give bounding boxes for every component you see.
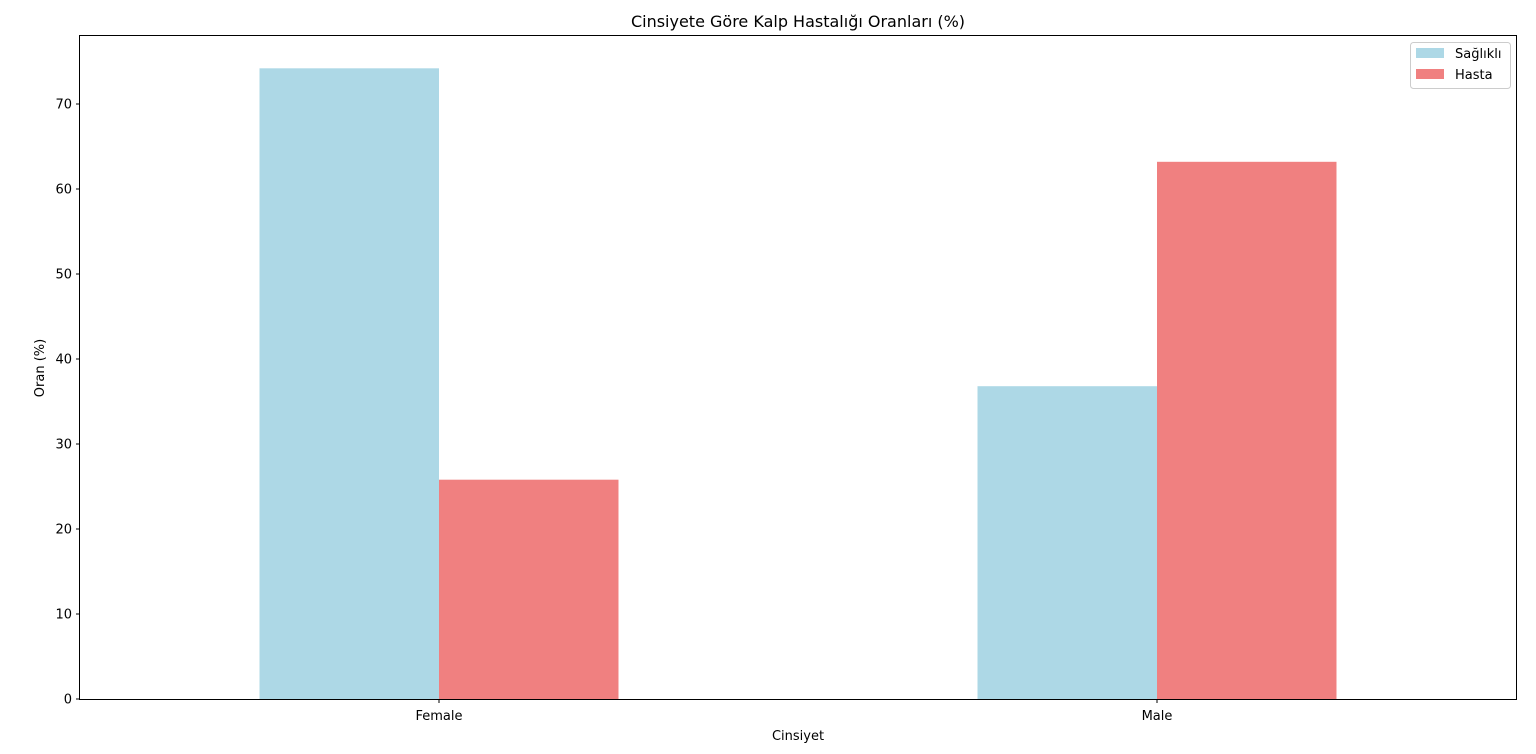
bar-female-hasta: [439, 479, 619, 699]
y-tick-label: 0: [64, 693, 72, 708]
y-tick-label: 70: [55, 98, 72, 113]
x-tick-label: Female: [415, 709, 462, 724]
bar-male-saglikli: [977, 386, 1157, 699]
legend-swatch: [1416, 48, 1444, 58]
y-tick-label: 40: [55, 353, 72, 368]
y-tick-label: 50: [55, 268, 72, 283]
legend: Sağlıklı Hasta: [1410, 42, 1511, 89]
y-tick-label: 30: [55, 438, 72, 453]
y-axis-label: Oran (%): [33, 339, 48, 397]
y-tick-label: 60: [55, 183, 72, 198]
plot-frame: [79, 35, 1517, 700]
x-axis-ticks: Female Male: [415, 699, 1172, 724]
legend-label: Hasta: [1455, 68, 1493, 83]
legend-label: Sağlıklı: [1455, 47, 1501, 62]
x-axis-label: Cinsiyet: [772, 729, 824, 744]
legend-swatch: [1416, 69, 1444, 79]
y-axis-ticks: 0 10 20 30 40 50 60 70: [55, 98, 80, 708]
x-tick-label: Male: [1142, 709, 1173, 724]
chart-title: Cinsiyete Göre Kalp Hastalığı Oranları (…: [631, 12, 965, 31]
bar-female-saglikli: [259, 68, 439, 700]
bars-group: [259, 68, 1337, 700]
y-tick-label: 10: [55, 608, 72, 623]
y-tick-label: 20: [55, 523, 72, 538]
bar-male-hasta: [1157, 161, 1337, 700]
